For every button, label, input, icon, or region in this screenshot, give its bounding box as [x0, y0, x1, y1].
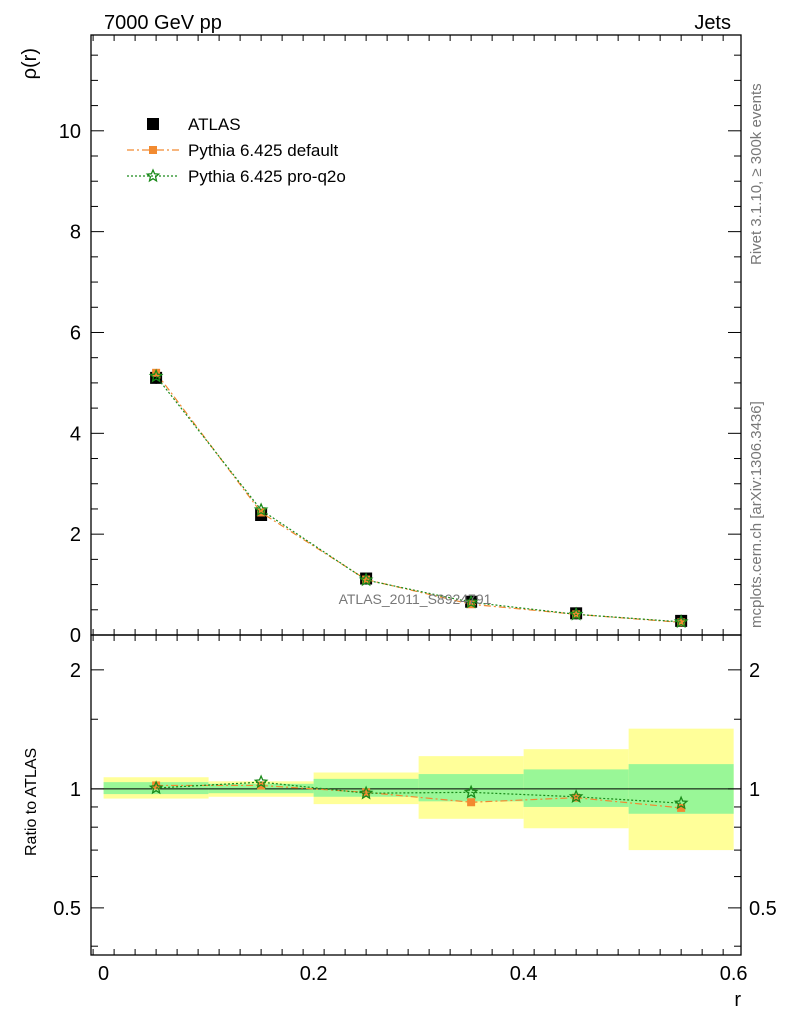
legend-marker-default	[149, 146, 157, 154]
ratio-frame	[90, 634, 742, 956]
x-axis-label: r	[734, 989, 741, 1011]
ratio-proq2o-point	[358, 785, 374, 800]
mcplots-source-label: mcplots.cern.ch [arXiv:1306.3436]	[748, 401, 765, 628]
main-y-tick-label: 10	[59, 121, 81, 143]
main-y-tick-label: 4	[70, 423, 81, 445]
pythia-default-point	[677, 618, 686, 627]
pythia-proq2o-point	[148, 368, 164, 383]
ratio-series-line	[156, 784, 682, 809]
ratio-y-tick-label-right: 2	[749, 660, 760, 682]
main-panel: 0 2 4 6 8 10 ATLAS Pythia 6.425 default Pythia 6…	[59, 34, 742, 647]
legend-entry-label: Pythia 6.425 default	[188, 141, 339, 160]
legend-marker-proq2o	[145, 168, 161, 183]
x-tick-label: 0.2	[300, 963, 328, 985]
ratio-proq2o-point	[253, 774, 269, 789]
legend-marker-atlas	[147, 118, 159, 130]
ratio-y-tick-label-right: 0.5	[749, 898, 777, 920]
x-tick-label: 0.4	[510, 963, 538, 985]
pythia-proq2o-point	[253, 502, 269, 517]
main-y-tick-label: 2	[70, 524, 81, 546]
analysis-watermark: ATLAS_2011_S8924791	[339, 591, 492, 607]
pythia-default-point	[362, 575, 371, 584]
ratio-default-point	[152, 781, 161, 790]
pythia-default-point	[152, 368, 161, 377]
legend-entry-label: Pythia 6.425 pro-q2o	[188, 167, 346, 186]
ratio-proq2o-point	[568, 789, 584, 803]
header-left-title: 7000 GeV pp	[104, 12, 222, 34]
pythia-proq2o-point	[568, 606, 584, 621]
main-y-axis-label: ρ(r)	[19, 48, 41, 79]
ratio-default-point	[677, 803, 686, 812]
ratio-y-tick-label: 0.5	[53, 898, 81, 920]
main-y-tick-label: 6	[70, 322, 81, 344]
main-data-layer	[148, 368, 689, 629]
rivet-version-label: Rivet 3.1.10, ≥ 300k events	[748, 83, 765, 265]
ratio-panel: 0 0.2 0.4 0.6 0.5 0.5 1 1 2 2	[53, 634, 777, 985]
ratio-proq2o-point	[673, 795, 689, 810]
ratio-default-point	[467, 798, 476, 807]
ratio-proq2o-point	[148, 780, 164, 795]
main-y-tick-label: 8	[70, 222, 81, 244]
ratio-y-tick-label: 1	[70, 779, 81, 801]
main-series-line	[155, 375, 682, 623]
header-right-title: Jets	[694, 12, 731, 34]
x-tick-label: 0.6	[720, 963, 748, 985]
main-series-line	[155, 372, 682, 623]
main-y-tick-label: 0	[70, 625, 81, 647]
ratio-proq2o-point	[463, 784, 479, 799]
ratio-y-tick-label: 2	[70, 660, 81, 682]
ratio-default-point	[362, 788, 371, 797]
pythia-proq2o-point	[463, 594, 479, 609]
x-tick-label: 0	[98, 963, 109, 985]
ratio-y-tick-label-right: 1	[749, 779, 760, 801]
pythia-proq2o-point	[358, 572, 374, 587]
legend-entry-label: ATLAS	[188, 115, 241, 134]
pythia-proq2o-point	[673, 614, 689, 629]
ratio-y-axis-label: Ratio to ATLAS	[23, 748, 40, 856]
legend: ATLAS Pythia 6.425 default Pythia 6.425 pr…	[127, 115, 346, 186]
ratio-default-point	[572, 793, 581, 802]
